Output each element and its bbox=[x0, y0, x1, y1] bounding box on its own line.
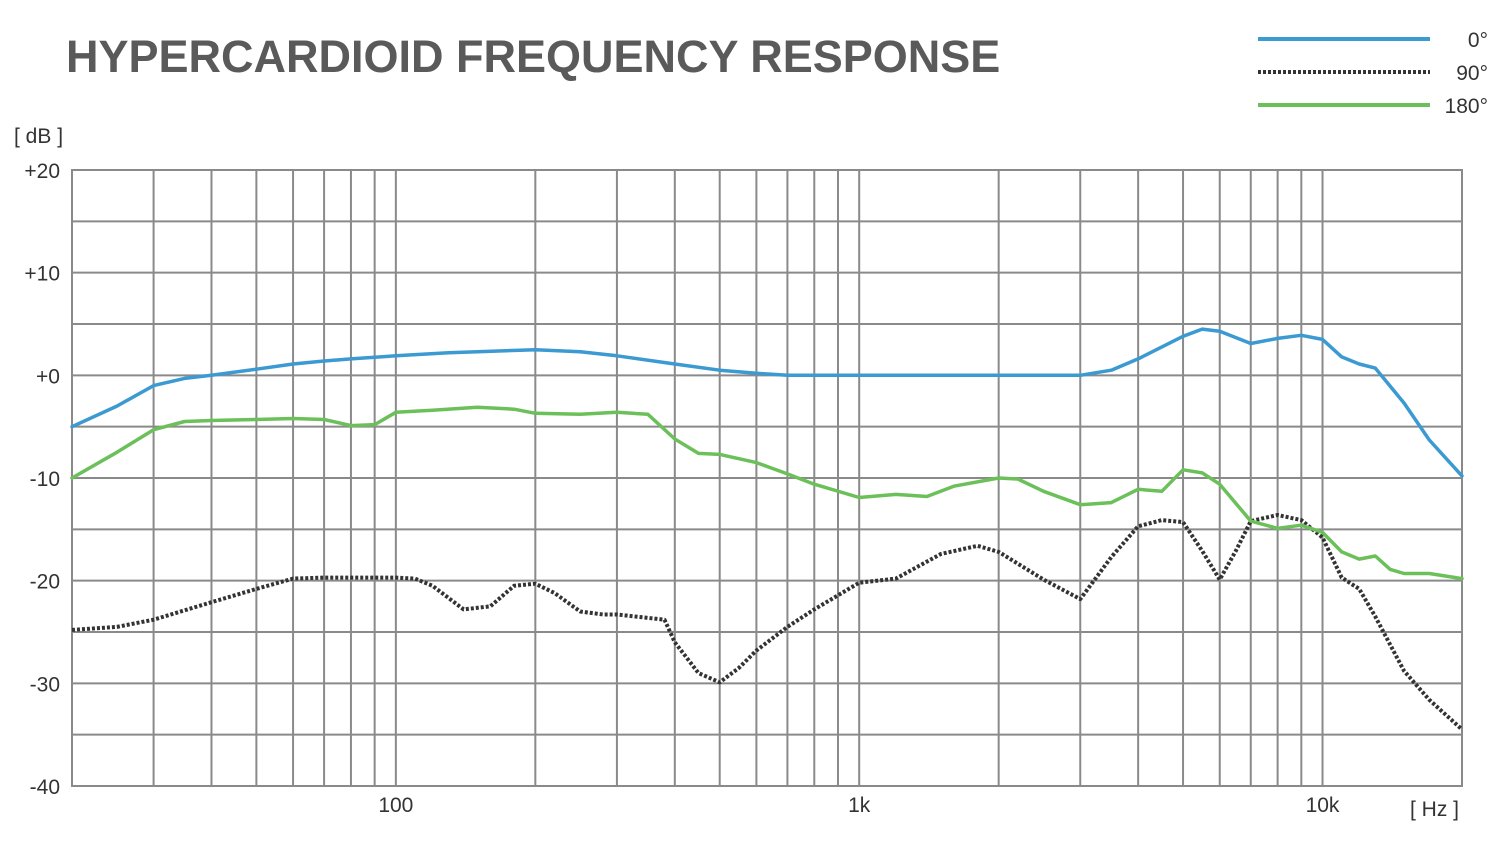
x-tick-label: 100 bbox=[378, 794, 413, 817]
series-line-0 bbox=[70, 327, 1464, 478]
y-tick-label: +0 bbox=[36, 365, 60, 388]
y-tick-label: +20 bbox=[24, 160, 60, 183]
series-line-2 bbox=[70, 405, 1464, 581]
x-axis-unit-label: [ Hz ] bbox=[1410, 798, 1459, 821]
axis-ticks: +20 +10 +0 -10 -20 -30 -40 100 1k 10k bbox=[24, 160, 1340, 817]
y-axis-unit-label: [ dB ] bbox=[14, 125, 63, 148]
legend-label-1: 90° bbox=[1456, 62, 1488, 85]
plot-area bbox=[70, 327, 1464, 731]
chart-title: HYPERCARDIOID FREQUENCY RESPONSE bbox=[66, 31, 1000, 82]
legend: 0° 90° 180° bbox=[1258, 29, 1488, 118]
x-tick-label: 1k bbox=[848, 794, 871, 817]
y-tick-label: +10 bbox=[24, 263, 60, 286]
legend-label-2: 180° bbox=[1445, 95, 1488, 118]
y-tick-label: -10 bbox=[30, 468, 60, 491]
series-line-1 bbox=[71, 513, 1464, 731]
legend-label-0: 0° bbox=[1468, 29, 1488, 52]
y-tick-label: -30 bbox=[30, 673, 60, 696]
y-tick-label: -20 bbox=[30, 571, 60, 594]
y-tick-label: -40 bbox=[30, 776, 60, 799]
x-tick-label: 10k bbox=[1306, 794, 1340, 817]
grid bbox=[71, 169, 1463, 787]
